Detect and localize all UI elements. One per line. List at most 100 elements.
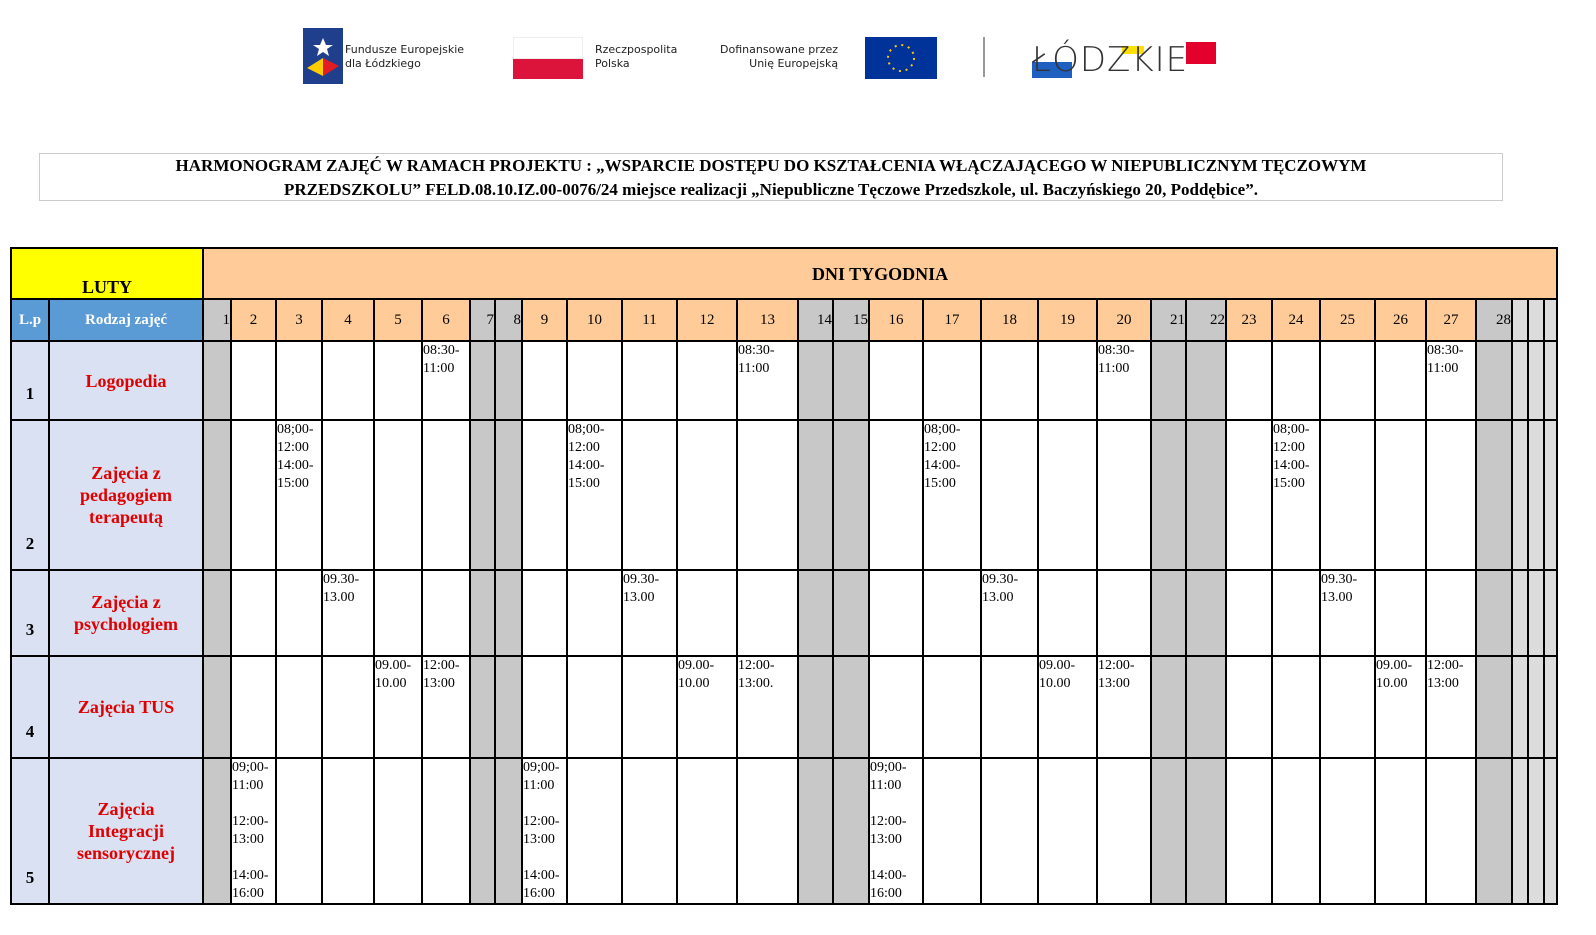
schedule-cell-day-12 (676, 419, 739, 571)
schedule-cell-day-14 (797, 655, 835, 759)
table-row: 3 Zajęcia z psychologiem 09.30- 13.00 09.30… (10, 569, 1559, 657)
schedule-cell-day-5 (373, 340, 424, 421)
blank-column (1511, 298, 1530, 342)
days-header: DNI TYGODNIA (202, 247, 1559, 300)
schedule-cell-day-21 (1150, 569, 1188, 657)
schedule-cell-day-7 (469, 340, 497, 421)
schedule-cell-day-20 (1096, 757, 1153, 905)
page-title: HARMONOGRAM ZAJĘĆ W RAMACH PROJEKTU : „W… (39, 153, 1503, 201)
blank-cell (1527, 340, 1546, 421)
schedule-cell-day-10 (566, 340, 624, 421)
day-header-23: 23 (1225, 298, 1274, 342)
activity-name: Zajęcia z psychologiem (47, 569, 205, 657)
rp-logo-text: Rzeczpospolita Polska (595, 43, 678, 70)
schedule-cell-day-16: 09;00- 11:00 12:00- 13:00 14:00- 16:00 (868, 757, 925, 905)
schedule-cell-day-13 (736, 757, 800, 905)
schedule-cell-day-10 (566, 655, 624, 759)
header-row-month: LUTY DNI TYGODNIA (9, 247, 1559, 300)
schedule-cell-day-26 (1374, 419, 1428, 571)
schedule-cell-day-18 (980, 419, 1040, 571)
schedule-cell-day-27 (1425, 757, 1478, 905)
blank-column (1527, 298, 1546, 342)
schedule-cell-day-18 (980, 655, 1040, 759)
schedule-cell-day-24: 08;00- 12:00 14:00- 15:00 (1271, 419, 1322, 571)
table-row: 5 Zajęcia Integracji sensorycznej 09;00- 1… (10, 757, 1559, 905)
schedule-cell-day-5 (373, 569, 424, 657)
schedule-cell-day-26 (1374, 569, 1428, 657)
schedule-cell-day-12: 09.00- 10.00 (676, 655, 739, 759)
eu-logo-text: Dofinansowane przez Unię Europejską (720, 43, 839, 70)
schedule-cell-day-23 (1225, 419, 1274, 571)
day-header-3: 3 (275, 298, 324, 342)
day-header-17: 17 (922, 298, 983, 342)
schedule-cell-day-27: 12:00- 13:00 (1425, 655, 1478, 759)
schedule-cell-day-24 (1271, 655, 1322, 759)
schedule-cell-day-14 (797, 757, 835, 905)
schedule-cell-day-11: 09.30- 13.00 (621, 569, 679, 657)
schedule-cell-day-20 (1096, 419, 1153, 571)
schedule-cell-day-25 (1319, 340, 1377, 421)
schedule-cell-day-17 (922, 757, 983, 905)
schedule-cell-day-2 (230, 340, 278, 421)
logo-bar: Fundusze Europejskie dla Łódzkiego Rzecz… (285, 20, 1225, 95)
blank-cell (1511, 340, 1530, 421)
schedule-cell-day-15 (832, 569, 871, 657)
schedule-cell-day-23 (1225, 569, 1274, 657)
schedule-cell-day-19 (1037, 419, 1099, 571)
blank-column (1543, 298, 1559, 342)
schedule-cell-day-17 (922, 569, 983, 657)
schedule-cell-day-3 (275, 569, 324, 657)
schedule-cell-day-28 (1475, 757, 1514, 905)
schedule-cell-day-13 (736, 569, 800, 657)
schedule-cell-day-17 (922, 655, 983, 759)
activity-name: Zajęcia Integracji sensorycznej (47, 757, 205, 905)
schedule-cell-day-22 (1185, 757, 1228, 905)
schedule-cell-day-13 (736, 419, 800, 571)
schedule-cell-day-9: 09;00- 11:00 12:00- 13:00 14:00- 16:00 (521, 757, 569, 905)
schedule-cell-day-12 (676, 340, 739, 421)
schedule-cell-day-10 (566, 569, 624, 657)
schedule-cell-day-9 (521, 569, 569, 657)
month-label: LUTY (9, 247, 205, 300)
schedule-cell-day-8 (494, 655, 524, 759)
schedule-cell-day-10 (566, 757, 624, 905)
schedule-cell-day-6: 12:00- 13:00 (421, 655, 472, 759)
schedule-cell-day-15 (832, 419, 871, 571)
schedule-cell-day-8 (494, 757, 524, 905)
blank-cell (1527, 569, 1546, 657)
day-header-13: 13 (736, 298, 800, 342)
polish-flag-icon (513, 37, 583, 79)
schedule-cell-day-6 (421, 419, 472, 571)
day-header-14: 14 (797, 298, 835, 342)
day-header-11: 11 (621, 298, 679, 342)
blank-cell (1511, 419, 1530, 571)
day-header-18: 18 (980, 298, 1040, 342)
day-header-9: 9 (521, 298, 569, 342)
schedule-cell-day-24 (1271, 757, 1322, 905)
schedule-cell-day-12 (676, 757, 739, 905)
blank-cell (1511, 569, 1530, 657)
schedule-cell-day-15 (832, 655, 871, 759)
schedule-cell-day-21 (1150, 757, 1188, 905)
schedule-cell-day-14 (797, 569, 835, 657)
schedule-cell-day-13: 08:30- 11:00 (736, 340, 800, 421)
blank-cell (1527, 419, 1546, 571)
schedule-cell-day-18 (980, 340, 1040, 421)
schedule-cell-day-4: 09.30- 13.00 (321, 569, 376, 657)
activity-name: Zajęcia z pedagogiem terapeutą (47, 419, 205, 571)
row-number: 3 (10, 569, 50, 657)
schedule-cell-day-1 (202, 340, 233, 421)
schedule-cell-day-17 (922, 340, 983, 421)
day-header-21: 21 (1150, 298, 1188, 342)
schedule-cell-day-19 (1037, 340, 1099, 421)
schedule-cell-day-28 (1475, 655, 1514, 759)
row-number: 1 (10, 340, 50, 421)
schedule-cell-day-26: 09.00- 10.00 (1374, 655, 1428, 759)
day-header-12: 12 (676, 298, 739, 342)
schedule-cell-day-2 (230, 569, 278, 657)
schedule-cell-day-5: 09.00- 10.00 (373, 655, 424, 759)
schedule-cell-day-4 (321, 655, 376, 759)
divider (983, 37, 985, 77)
schedule-cell-day-3 (275, 340, 324, 421)
schedule-cell-day-26 (1374, 757, 1428, 905)
